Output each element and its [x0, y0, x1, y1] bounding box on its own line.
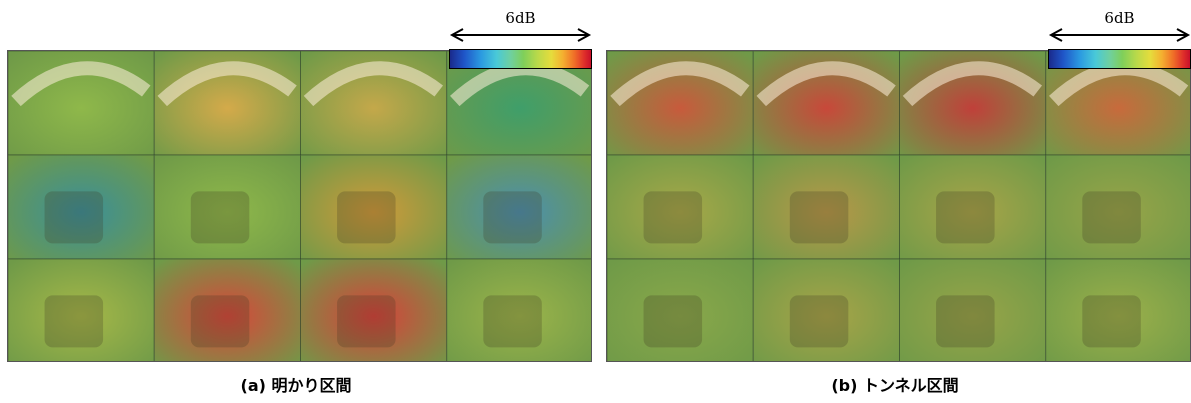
seat-shape: [44, 295, 104, 348]
seat-shape: [936, 295, 995, 348]
panel-b: 6dB (b) トンネル区間: [599, 0, 1191, 403]
heatmap-tile: [153, 258, 301, 361]
heatmap-tile: [752, 258, 900, 361]
seat-shape: [44, 191, 104, 244]
seat-shape: [1082, 295, 1141, 348]
seat-shape: [643, 295, 703, 348]
seat-shape: [337, 191, 396, 244]
ceiling-arch: [303, 61, 444, 107]
heatmap-tile: [446, 258, 591, 361]
heatmap-tile: [8, 258, 155, 361]
heatmap-tile: [752, 154, 900, 260]
caption: (a) 明かり区間: [240, 376, 352, 395]
ceiling-arch: [902, 61, 1043, 107]
ceiling-arch: [157, 61, 297, 107]
scale-arrow-icon: [449, 28, 592, 42]
heatmap-tile: [300, 258, 448, 361]
seat-shape: [643, 191, 703, 244]
seat-shape: [936, 191, 995, 244]
seat-shape: [1082, 191, 1141, 244]
scale-label: 6dB: [505, 9, 536, 27]
heatmap-tile: [899, 154, 1047, 260]
heatmap-image: [606, 50, 1191, 362]
heatmap-tile: [8, 154, 155, 260]
ceiling-arch: [11, 61, 151, 107]
heatmap-tile: [153, 154, 301, 260]
colorbar: [1048, 49, 1191, 69]
heatmap-tile: [607, 154, 754, 260]
scale-label: 6dB: [1104, 9, 1135, 27]
seat-shape: [190, 295, 250, 348]
caption: (b) トンネル区間: [831, 376, 959, 395]
panel-a: 6dB (a) 明かり区間: [0, 0, 592, 403]
seat-shape: [190, 191, 250, 244]
heatmap-tile: [607, 258, 754, 361]
ceiling-arch: [610, 61, 750, 107]
scale-arrow-icon: [1048, 28, 1191, 42]
seat-shape: [789, 295, 849, 348]
seat-shape: [337, 295, 396, 348]
ceiling-arch: [756, 61, 896, 107]
heatmap-tile: [446, 154, 591, 260]
heatmap-image: [7, 50, 592, 362]
colorbar: [449, 49, 592, 69]
heatmap-tile: [1045, 154, 1190, 260]
seat-shape: [789, 191, 849, 244]
heatmap-tile: [1045, 258, 1190, 361]
seat-shape: [483, 295, 542, 348]
heatmap-tile: [300, 154, 448, 260]
seat-shape: [483, 191, 542, 244]
